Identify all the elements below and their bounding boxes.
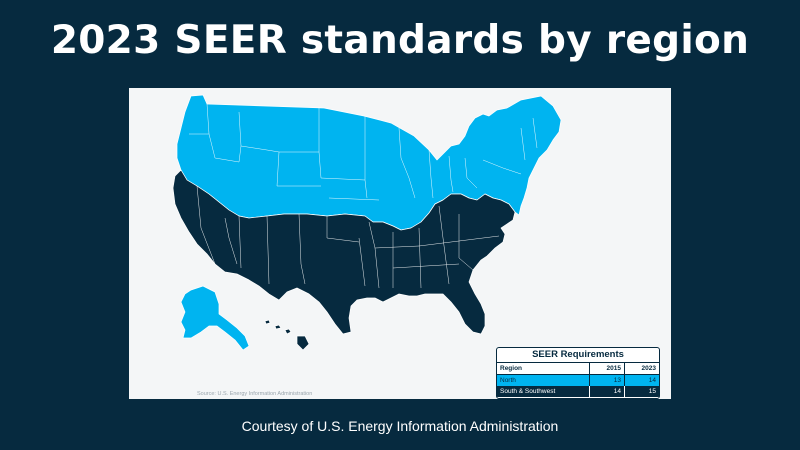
legend-grid: Region 2015 2023 North 13 14 South & Sou… [497,363,659,397]
source-note: Source: U.S. Energy Information Administ… [197,391,313,397]
legend-row-south: South & Southwest 14 15 [497,386,659,397]
map-panel: Source: U.S. Energy Information Administ… [129,88,671,399]
seer-2023-value: 15 [624,386,659,397]
page-title: 2023 SEER standards by region [50,18,750,63]
alaska [180,285,250,351]
seer-requirements-table: SEER Requirements Region 2015 2023 North… [496,347,660,399]
legend-header-row: Region 2015 2023 [497,363,659,375]
legend-title: SEER Requirements [497,348,659,363]
seer-2015-value: 14 [589,386,625,397]
seer-2015-value: 13 [589,374,625,386]
state-borders [189,103,538,289]
region-name: North [497,374,590,386]
courtesy-caption: Courtesy of U.S. Energy Information Admi… [241,418,559,434]
hawaii-islands [264,319,310,351]
header-2023: 2023 [624,363,659,375]
legend-row-north: North 13 14 [497,374,659,386]
region-name: South & Southwest [497,386,590,397]
south-region [172,169,516,335]
header-region: Region [497,363,590,375]
seer-2023-value: 14 [624,374,659,386]
us-region-map [172,94,562,351]
header-2015: 2015 [589,363,625,375]
